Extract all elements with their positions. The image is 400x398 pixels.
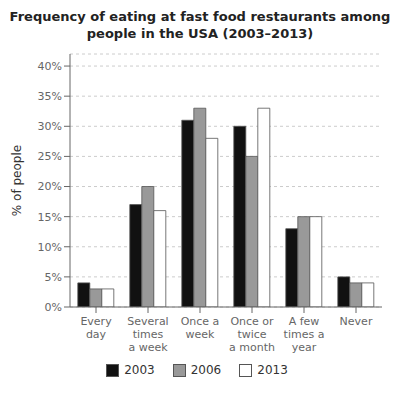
svg-text:10%: 10%: [38, 241, 62, 254]
svg-text:40%: 40%: [38, 60, 62, 73]
svg-text:% of people: % of people: [10, 145, 24, 216]
svg-text:Everyday: Everyday: [80, 315, 112, 341]
svg-text:20%: 20%: [38, 180, 62, 193]
html-text:2003: 2003: [124, 363, 155, 377]
html-text:Frequency of eating at fast fo: Frequency of eating at fast food restaur…: [9, 9, 391, 41]
svg-text:0%: 0%: [45, 301, 62, 314]
html-text:2013: 2013: [257, 363, 288, 377]
svg-text:30%: 30%: [38, 120, 62, 133]
svg-text:A fewtimes ayear: A fewtimes ayear: [284, 315, 325, 354]
svg-text:Severaltimesa week: Severaltimesa week: [127, 315, 168, 354]
svg-text:Never: Never: [340, 315, 373, 328]
html-text:2006: 2006: [190, 363, 222, 377]
svg-text:Once aweek: Once aweek: [181, 315, 220, 341]
svg-text:15%: 15%: [38, 211, 62, 224]
svg-text:35%: 35%: [38, 90, 62, 103]
svg-text:Once ortwicea month: Once ortwicea month: [229, 315, 275, 354]
svg-text:25%: 25%: [38, 150, 62, 163]
svg-text:5%: 5%: [45, 271, 62, 284]
